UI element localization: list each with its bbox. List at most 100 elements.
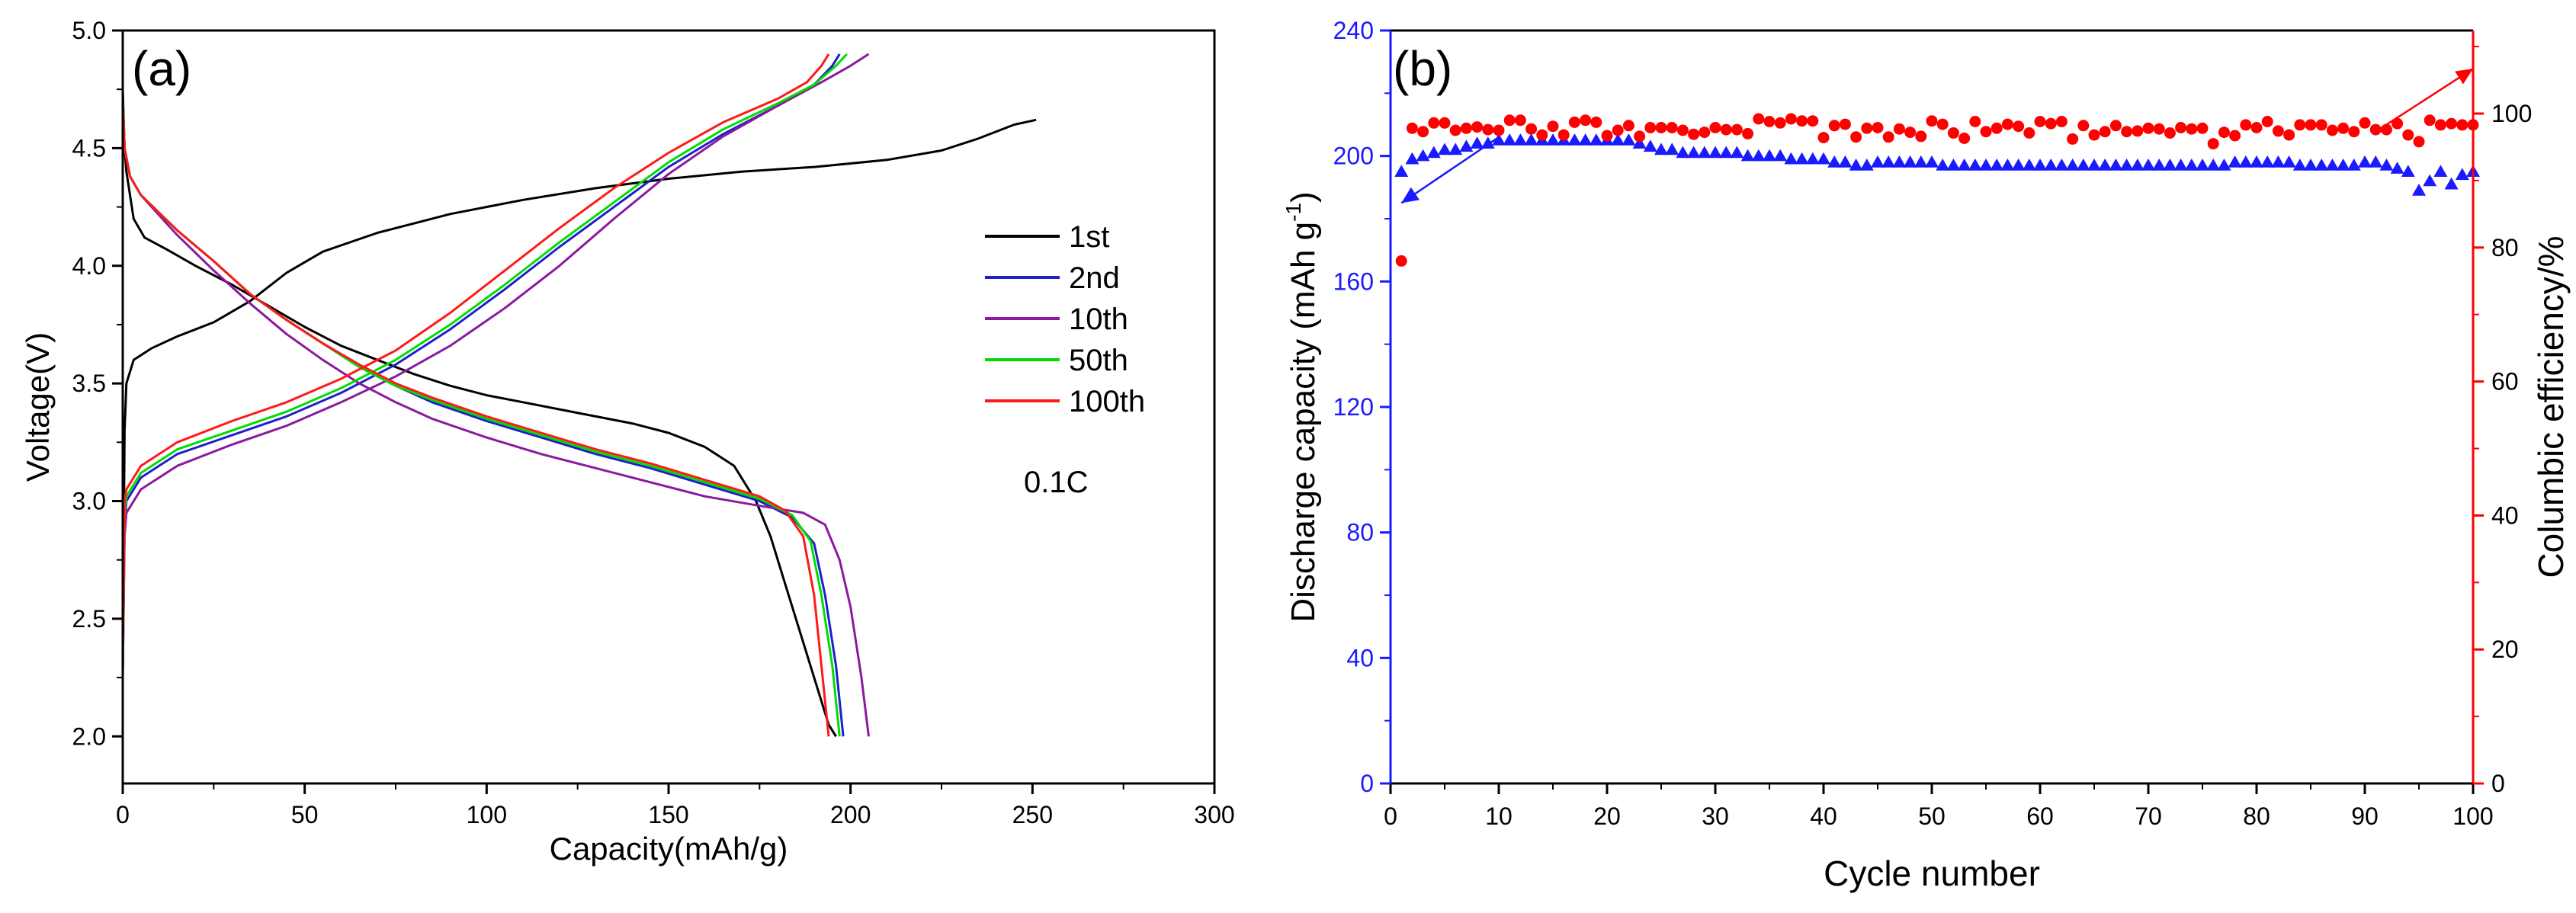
capacity-point: [1622, 133, 1636, 146]
capacity-point: [1795, 152, 1809, 165]
capacity-point: [1643, 139, 1657, 152]
capacity-point: [2336, 159, 2350, 171]
capacity-point: [1426, 146, 1441, 159]
capacity-point: [1805, 152, 1820, 165]
capacity-point: [2455, 168, 2469, 181]
panel-a-y-ticks: 2.0 2.5 3.0 3.5 4.0 4.5 5.0: [72, 17, 123, 750]
curve-10th-charge: [121, 53, 870, 678]
efficiency-point: [1699, 127, 1711, 139]
capacity-point: [1470, 136, 1484, 149]
capacity-point: [1817, 152, 1830, 165]
efficiency-point: [2121, 126, 2133, 138]
capacity-point: [2119, 159, 2134, 171]
efficiency-point: [1525, 123, 1538, 135]
capacity-point: [1990, 159, 2004, 171]
capacity-point: [2260, 155, 2275, 168]
panel-b-right-y-tick-label: 80: [2491, 234, 2519, 261]
capacity-point: [1925, 155, 1939, 168]
panel-b-label: (b): [1393, 41, 1452, 96]
capacity-point: [1697, 146, 1711, 159]
capacity-point: [2033, 159, 2047, 171]
curve-1st-charge: [121, 118, 1037, 666]
efficiency-point: [2392, 117, 2404, 130]
panel-b-x-tick-label: 20: [1593, 802, 1621, 830]
capacity-point: [1416, 149, 1430, 162]
efficiency-point: [1796, 115, 1808, 127]
efficiency-point: [1763, 116, 1776, 127]
capacity-point: [2271, 155, 2286, 168]
efficiency-point: [1861, 122, 1873, 134]
efficiency-point: [2446, 117, 2458, 130]
panel-b-x-tick-label: 60: [2026, 802, 2054, 830]
capacity-point: [2433, 165, 2448, 177]
efficiency-point: [1482, 123, 1494, 136]
panel-b-left-y-tick-label: 80: [1346, 519, 1374, 546]
capacity-point: [1751, 149, 1766, 162]
panel-a-legend: 1st 2nd 10th 50th 100th: [985, 220, 1145, 418]
efficiency-point: [2207, 138, 2219, 150]
efficiency-point: [1936, 118, 1949, 130]
panel-b-x-tick-label: 90: [2351, 802, 2379, 830]
panel-b-left-y-tick-label: 240: [1333, 17, 1374, 44]
efficiency-point: [1688, 128, 1700, 140]
capacity-point: [2390, 162, 2404, 174]
capacity-point: [1730, 146, 1744, 159]
blue-arrow-shaft: [1400, 136, 1500, 204]
efficiency-point: [1547, 120, 1559, 133]
capacity-point: [1438, 143, 1452, 155]
efficiency-point: [1428, 117, 1440, 129]
capacity-point: [1773, 149, 1788, 162]
efficiency-point: [2218, 127, 2230, 139]
efficiency-point: [1720, 123, 1732, 136]
efficiency-point: [1601, 130, 1613, 142]
capacity-point: [1611, 133, 1625, 146]
red-arrow-shaft: [2375, 68, 2474, 133]
panel-b-x-tick-label: 30: [1702, 802, 1729, 830]
efficiency-point: [2196, 122, 2209, 134]
capacity-point: [1892, 155, 1907, 168]
capacity-point: [1686, 146, 1701, 159]
curve-100th-charge: [121, 53, 830, 666]
capacity-point: [2000, 159, 2015, 171]
panel-a-x-tick-label: 50: [291, 801, 319, 828]
panel-a-x-tick-label: 250: [1012, 801, 1053, 828]
panel-b-right-y-tick-label: 100: [2491, 100, 2532, 127]
panel-a-y-tick-label: 4.0: [72, 252, 106, 280]
capacity-point: [2184, 159, 2199, 171]
panel-b-right-y-tick-label: 20: [2491, 636, 2519, 663]
legend-label-100th: 100th: [1069, 385, 1145, 418]
legend-label-1st: 1st: [1069, 220, 1109, 254]
efficiency-point: [1557, 129, 1570, 141]
panel-b-left-y-label-sup: -1: [1282, 203, 1305, 222]
efficiency-point: [2099, 126, 2111, 138]
efficiency-point: [1872, 122, 1884, 133]
capacity-point: [1979, 159, 1993, 171]
capacity-point: [2044, 159, 2058, 171]
efficiency-point: [1915, 130, 1927, 143]
capacity-point: [1513, 133, 1528, 146]
panel-a-x-tick-label: 100: [467, 801, 507, 828]
capacity-point: [1936, 159, 1950, 171]
panel-a-y-tick-label: 3.5: [72, 370, 106, 397]
capacity-point: [2401, 165, 2415, 177]
curve-1st-discharge: [121, 89, 837, 738]
efficiency-point: [2142, 122, 2154, 134]
efficiency-point: [1634, 130, 1646, 143]
capacity-point: [2206, 159, 2221, 171]
panel-b-right-y-tick-label: 60: [2491, 368, 2519, 396]
efficiency-point: [2001, 118, 2013, 130]
efficiency-point: [1395, 255, 1407, 267]
panel-a-y-tick-label: 3.0: [72, 488, 106, 515]
panel-b-markers: [1394, 113, 2480, 267]
efficiency-point: [1817, 132, 1830, 144]
capacity-point: [1719, 146, 1734, 159]
panel-a-rate-annotation: 0.1C: [1024, 466, 1089, 499]
capacity-point: [1784, 152, 1798, 165]
capacity-point: [2076, 159, 2090, 171]
efficiency-point: [2045, 117, 2057, 130]
efficiency-point: [1580, 114, 1592, 127]
efficiency-point: [2055, 116, 2068, 127]
panel-a-y-label: Voltage(V): [20, 332, 56, 482]
panel-b-x-ticks: 0 10 20 30 40 50 60 70 80 90 100: [1384, 783, 2494, 830]
efficiency-point: [1731, 123, 1743, 136]
